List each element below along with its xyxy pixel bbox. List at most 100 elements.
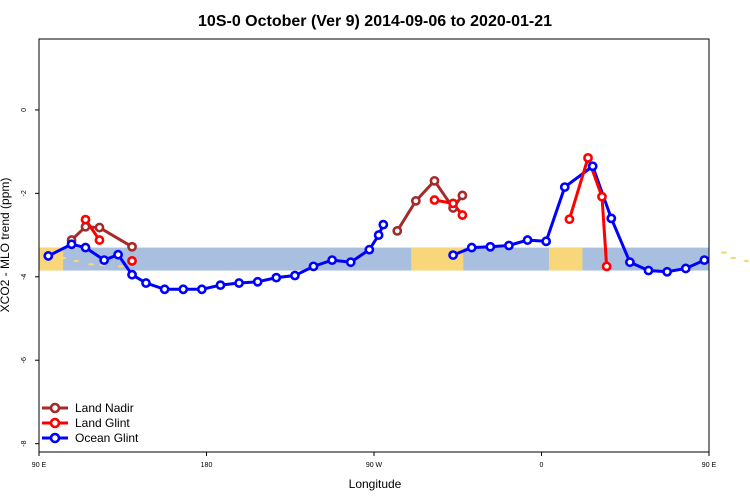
legend-marker — [49, 432, 61, 444]
island-mark — [117, 265, 124, 268]
ocean-glint-point — [215, 280, 226, 291]
land-glint-point — [448, 198, 458, 209]
land-nadir-line — [742, 227, 750, 247]
y-axis: 0 -2 -4 -6 -8 — [21, 108, 39, 447]
ocean-glint-point — [178, 284, 189, 295]
legend-label: Land Glint — [75, 416, 130, 430]
island-mark — [730, 256, 737, 260]
ocean-glint-point — [606, 213, 617, 224]
land-nadir-point — [410, 195, 421, 206]
land-glint-point — [80, 214, 91, 225]
y-tick-label: -4 — [21, 274, 28, 280]
x-axis-label: Longitude — [349, 477, 402, 491]
ocean-glint-point — [504, 240, 514, 251]
legend-label: Land Nadir — [75, 401, 134, 415]
ocean-glint-point — [587, 161, 598, 172]
land-nadir-point — [127, 241, 137, 252]
ocean-glint-point — [252, 276, 263, 287]
ocean-glint-point — [345, 257, 356, 268]
island-mark — [60, 256, 67, 260]
land-glint-point — [715, 216, 722, 223]
series-layer — [43, 152, 750, 295]
legend-label: Ocean Glint — [75, 431, 139, 445]
legend-marker — [49, 402, 61, 414]
land-nadir-point — [457, 190, 468, 201]
island-mark — [88, 263, 95, 266]
ocean-band — [39, 247, 709, 271]
series-group — [43, 152, 750, 295]
land-glint-point — [127, 256, 137, 266]
ocean-glint-point — [541, 236, 552, 247]
x-tick-label: 90 E — [702, 462, 717, 469]
ocean-glint-point — [662, 266, 673, 277]
x-tick-label: 0 — [540, 462, 544, 469]
x-tick-label: 90 E — [32, 462, 47, 469]
ocean-glint-point — [80, 242, 91, 253]
island-mark — [720, 251, 727, 254]
ocean-glint-point — [448, 250, 458, 260]
y-tick-label: 0 — [21, 108, 28, 112]
ocean-glint-point — [234, 278, 244, 288]
ocean-glint-point — [699, 255, 709, 265]
y-axis-label: XCO2 - MLO trend (ppm) — [0, 178, 12, 313]
ocean-glint-point — [308, 261, 319, 272]
ocean-glint-point — [643, 265, 654, 276]
ocean-glint-point — [196, 284, 207, 295]
ocean-glint-point — [715, 252, 722, 259]
land-glint-point — [729, 225, 736, 232]
land-glint-line — [600, 196, 609, 267]
legend-item: Land Nadir — [42, 401, 134, 415]
land-glint-point — [597, 191, 607, 202]
ocean-glint-point — [290, 270, 300, 281]
ocean-glint-point — [485, 241, 496, 252]
island-mark — [73, 259, 80, 263]
ocean-glint-point — [559, 182, 570, 192]
ocean-glint-point — [680, 263, 691, 274]
land-nadir-point — [94, 222, 105, 233]
ocean-glint-point — [99, 255, 110, 266]
land-nadir-line — [70, 225, 133, 249]
ocean-glint-point — [66, 239, 77, 250]
ocean-glint-point — [127, 269, 137, 280]
land-glint-point — [429, 195, 440, 205]
plot-frame — [38, 38, 710, 453]
ocean-glint-point — [733, 241, 740, 248]
ocean-glint-point — [364, 244, 375, 255]
island-mark — [743, 259, 750, 263]
legend-item: Ocean Glint — [42, 431, 139, 445]
x-axis: 90 E 180 90 W 0 90 E — [32, 452, 717, 469]
y-tick-label: -6 — [21, 357, 28, 363]
y-tick-label: -8 — [21, 440, 28, 446]
y-tick-label: -2 — [21, 190, 28, 196]
land-nadir-point — [738, 236, 745, 243]
ocean-glint-line — [452, 163, 709, 274]
ocean-glint-point — [522, 235, 533, 245]
legend-marker — [49, 417, 61, 429]
land-glint-point — [94, 235, 105, 245]
ocean-glint-point — [113, 249, 123, 260]
legend-item: Land Glint — [42, 416, 130, 430]
land-glint-point — [583, 152, 593, 163]
ocean-glint-point — [625, 257, 635, 268]
ocean-glint-point — [141, 278, 151, 288]
x-tick-label: 90 W — [366, 462, 383, 469]
land-glint-point — [601, 261, 612, 272]
ocean-glint-point — [466, 242, 477, 253]
ocean-glint-point — [378, 219, 389, 230]
ocean-glint-point — [159, 284, 170, 295]
ocean-glint-point — [271, 272, 282, 283]
land-glint-point — [564, 214, 575, 225]
land-patch — [548, 247, 583, 271]
land-glint-point — [729, 236, 736, 243]
ocean-glint-point — [327, 255, 338, 266]
land-glint-point — [457, 210, 468, 220]
ocean-glint-point — [43, 251, 54, 261]
land-nadir-point — [392, 225, 403, 236]
land-nadir-point — [429, 175, 440, 186]
land-glint-line — [718, 220, 732, 240]
ocean-glint-point — [373, 230, 384, 240]
chart-title: 10S-0 October (Ver 9) 2014-09-06 to 2020… — [198, 13, 552, 30]
x-tick-label: 180 — [201, 462, 213, 469]
